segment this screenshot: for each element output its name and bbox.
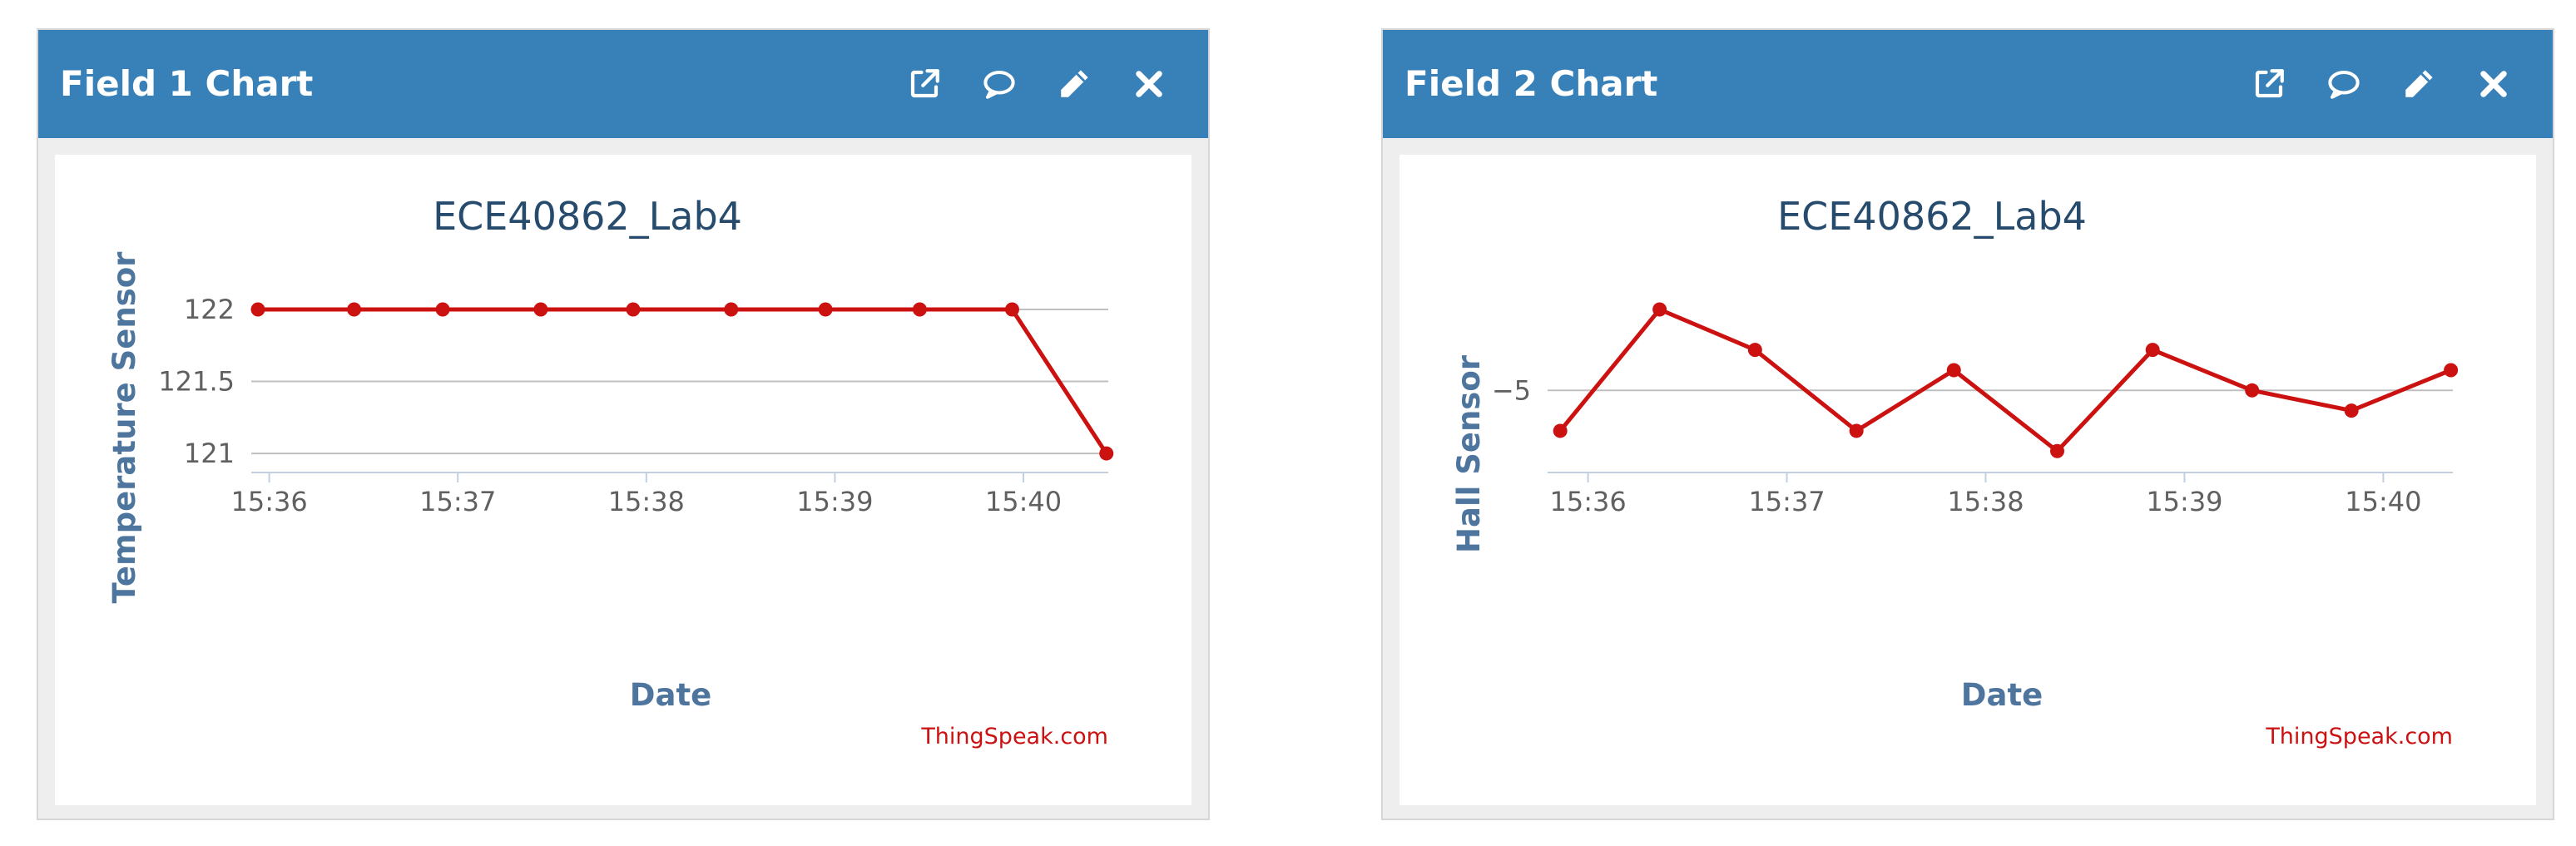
x-tick-label: 15:36	[1550, 486, 1627, 517]
chart-credit[interactable]: ThingSpeak.com	[2265, 724, 2453, 750]
x-tick-label: 15:39	[796, 486, 873, 517]
data-point[interactable]	[2245, 383, 2260, 398]
data-point[interactable]	[1946, 363, 1961, 378]
pencil-icon[interactable]	[1037, 57, 1112, 111]
data-point[interactable]	[724, 302, 739, 317]
y-tick-label: 121.5	[158, 366, 235, 398]
data-point[interactable]	[818, 302, 833, 317]
y-axis-label: Temperature Sensor	[107, 251, 142, 604]
external-link-icon[interactable]	[2232, 57, 2306, 111]
x-tick-label: 15:38	[608, 486, 685, 517]
field-2-chart-panel: Field 2 Chart	[1381, 28, 2554, 820]
header-actions	[2232, 57, 2531, 111]
x-axis-label: Date	[630, 677, 711, 713]
comment-icon[interactable]	[2306, 57, 2381, 111]
chart-title: ECE40862_Lab4	[433, 194, 742, 239]
x-tick-label: 15:39	[2146, 486, 2222, 517]
x-axis-label: Date	[1961, 677, 2043, 713]
data-point[interactable]	[1652, 302, 1667, 317]
data-point[interactable]	[533, 302, 548, 317]
chart-title: ECE40862_Lab4	[1777, 194, 2087, 239]
data-point[interactable]	[2145, 343, 2160, 358]
data-point[interactable]	[626, 302, 641, 317]
close-icon[interactable]	[1112, 57, 1186, 111]
data-point[interactable]	[347, 302, 362, 317]
data-point[interactable]	[2344, 403, 2359, 418]
data-point[interactable]	[912, 302, 927, 317]
line-chart: ECE40862_Lab4 Hall Sensor Date ThingSpea…	[1451, 194, 2459, 750]
data-point[interactable]	[2050, 443, 2065, 458]
x-tick-label: 15:40	[985, 486, 1062, 517]
y-axis-label: Hall Sensor	[1451, 354, 1487, 553]
y-tick-label: −5	[1492, 374, 1531, 406]
header-actions	[887, 57, 1186, 111]
chart-area: ECE40862_Lab4 Hall Sensor Date ThingSpea…	[1399, 155, 2536, 805]
panel-title: Field 2 Chart	[1404, 63, 1658, 104]
chart-credit[interactable]: ThingSpeak.com	[920, 724, 1108, 750]
close-icon[interactable]	[2456, 57, 2531, 111]
data-point[interactable]	[435, 302, 450, 317]
data-point[interactable]	[1747, 343, 1762, 358]
y-tick-label: 121	[184, 438, 235, 469]
panel-header: Field 1 Chart	[38, 30, 1208, 138]
x-tick-label: 15:40	[2345, 486, 2421, 517]
chart-area: ECE40862_Lab4 Temperature Sensor Date Th…	[55, 155, 1191, 805]
data-point[interactable]	[1849, 423, 1864, 438]
y-tick-label: 122	[184, 294, 235, 325]
data-point[interactable]	[2444, 363, 2459, 378]
external-link-icon[interactable]	[887, 57, 962, 111]
field-1-chart-panel: Field 1 Chart	[37, 28, 1210, 820]
data-point[interactable]	[250, 302, 265, 317]
panel-title: Field 1 Chart	[60, 63, 314, 104]
series-line	[258, 307, 1108, 455]
x-tick-label: 15:37	[419, 486, 496, 517]
x-tick-label: 15:37	[1748, 486, 1825, 517]
series-line	[1558, 307, 2452, 453]
x-tick-label: 15:36	[230, 486, 307, 517]
data-point[interactable]	[1553, 423, 1568, 438]
pencil-icon[interactable]	[2381, 57, 2456, 111]
comment-icon[interactable]	[962, 57, 1037, 111]
data-point[interactable]	[1099, 446, 1114, 461]
x-tick-label: 15:38	[1947, 486, 2024, 517]
data-point[interactable]	[1004, 302, 1019, 317]
panel-header: Field 2 Chart	[1383, 30, 2553, 138]
line-chart: ECE40862_Lab4 Temperature Sensor Date Th…	[107, 194, 1114, 750]
